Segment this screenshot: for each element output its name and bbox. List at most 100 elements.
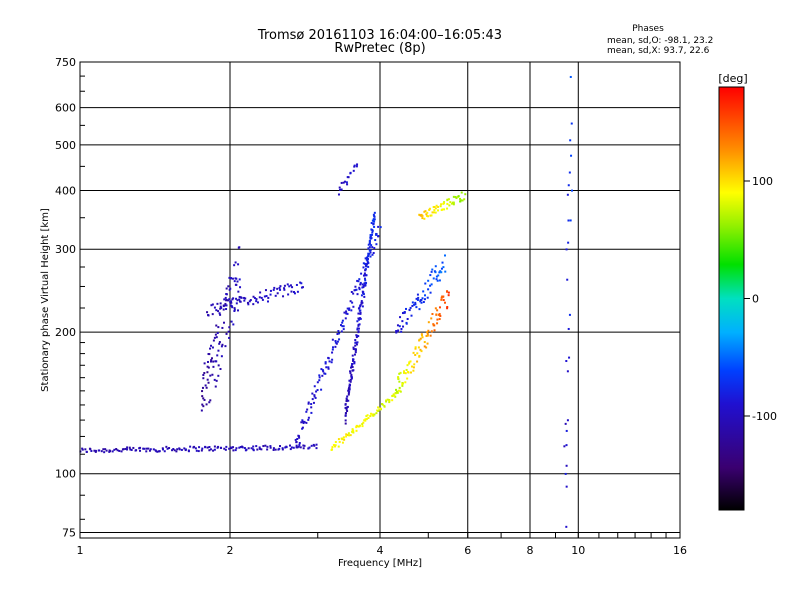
echo-point [161,447,164,450]
echo-point [310,444,313,447]
echo-point [421,297,424,300]
echo-point [126,446,129,449]
echo-point [152,448,155,451]
echo-point [349,370,352,373]
echo-point [428,207,431,210]
echo-point [416,360,419,363]
echo-point [438,318,441,321]
echo-point [430,317,433,320]
echo-point [307,447,310,450]
echo-point [349,380,352,383]
echo-point [417,296,420,299]
echo-point [183,447,186,450]
echo-point [362,421,365,424]
echo-point [446,305,449,308]
series-1 [294,225,382,449]
echo-point [369,236,372,239]
echo-point [420,213,423,216]
echo-point [568,171,571,174]
echo-point [565,464,568,467]
echo-point [221,343,224,346]
echo-point [94,449,97,452]
x-axis-ticks: 1 2 4 6 8 10 16 [77,533,687,557]
echo-point [410,314,413,317]
echo-point [294,438,297,441]
echo-point [428,208,431,211]
grid-lines [80,62,680,538]
echo-point [215,379,218,382]
echo-point [347,432,350,435]
echo-point [360,272,363,275]
echo-point [233,280,236,283]
echo-point [570,122,573,125]
echo-point [357,317,360,320]
echo-point [446,290,449,293]
echo-point [349,171,352,174]
echo-point [373,220,376,223]
echo-point [373,211,376,214]
echo-point [207,314,210,317]
echo-point [398,380,401,383]
y-tick-label-100: 100 [55,468,76,481]
echo-point [346,395,349,398]
echo-point [430,270,433,273]
echo-point [210,360,213,363]
echo-point [377,406,380,409]
echo-point [426,331,429,334]
echo-point [355,336,358,339]
echo-point [227,285,230,288]
echo-point [357,323,360,326]
echo-point [433,211,436,214]
echo-point [237,290,240,293]
echo-point [276,292,279,295]
echo-point [258,446,261,449]
echo-point [223,298,226,301]
echo-point [567,219,570,222]
echo-point [351,354,354,357]
echo-point [350,309,353,312]
echo-point [296,290,299,293]
echo-point [395,388,398,391]
echo-point [211,346,214,349]
echo-point [436,309,439,312]
echo-point [441,261,444,264]
echo-point [434,307,437,310]
echo-point [351,358,354,361]
echo-point [284,446,287,449]
echo-point [344,419,347,422]
echo-point [234,449,237,452]
echo-point [225,293,228,296]
y-tick-label-400: 400 [55,184,76,197]
echo-point [209,374,212,377]
echo-point [313,385,316,388]
echo-point [364,418,367,421]
echo-point [338,186,341,189]
echo-point [172,448,175,451]
echo-point [344,317,347,320]
echo-point [414,301,417,304]
echo-point [406,317,409,320]
echo-point [341,325,344,328]
echo-point [178,448,181,451]
echo-point [200,449,203,452]
echo-point [388,401,391,404]
echo-point [337,438,340,441]
echo-point [420,350,423,353]
echo-point [126,448,129,451]
echo-point [216,302,219,305]
phase-info-o: mean, sd,O: -98.1, 23.2 [607,36,713,46]
echo-point [352,359,355,362]
echo-point [345,433,348,436]
echo-point [344,406,347,409]
echo-point [565,525,568,528]
echo-point [402,325,405,328]
echo-point [362,286,365,289]
echo-point [338,338,341,341]
echo-point [336,340,339,343]
echo-point [424,282,427,285]
echo-point [224,296,227,299]
echo-point [447,198,450,201]
echo-point [171,449,174,452]
echo-point [371,246,374,249]
echo-point [334,345,337,348]
